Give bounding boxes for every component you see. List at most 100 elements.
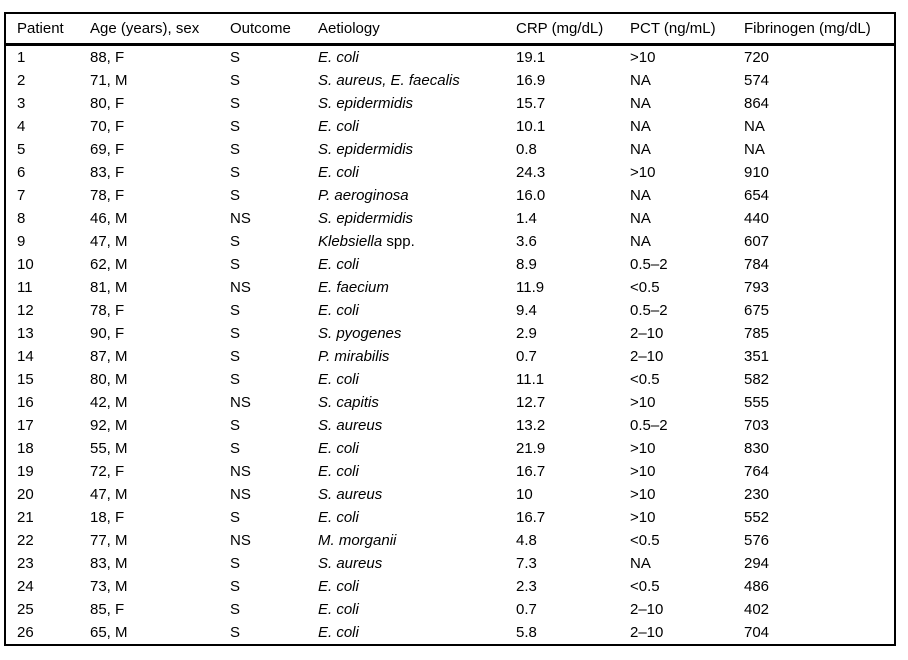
- cell-outcome: NS: [230, 486, 251, 503]
- cell-crp: 11.1: [516, 371, 545, 388]
- cell-patient: 22: [17, 532, 34, 549]
- cell-outcome: NS: [230, 394, 251, 411]
- cell-aetiology: E. coli: [318, 598, 516, 621]
- cell-pct: 2–10: [630, 325, 664, 342]
- cell-fibrinogen: 230: [744, 486, 770, 503]
- cell-age_sex: 83, M: [90, 555, 128, 572]
- aetiology-species-name: E. coli: [318, 302, 359, 319]
- cell-crp: 10: [516, 486, 533, 503]
- cell-aetiology: S. aureus, E. faecalis: [318, 69, 516, 92]
- cell-outcome: S: [230, 440, 241, 457]
- aetiology-species-name: S. epidermidis: [318, 95, 414, 112]
- cell-fibrinogen: 793: [744, 279, 770, 296]
- cell-crp: 10.1: [516, 118, 546, 135]
- cell-outcome: S: [230, 256, 241, 273]
- cell-age_sex: 69, F: [90, 141, 125, 158]
- cell-fibrinogen: 552: [744, 509, 770, 526]
- table-row: 1 88, F S E. coli 19.1 >10 720: [6, 45, 894, 70]
- aetiology-species-name: E. coli: [318, 256, 359, 273]
- cell-patient: 13: [17, 325, 34, 342]
- table-row: 7 78, F S P. aeroginosa 16.0 NA 654: [6, 184, 894, 207]
- cell-age_sex: 80, F: [90, 95, 125, 112]
- cell-aetiology: E. coli: [318, 253, 516, 276]
- cell-fibrinogen: 864: [744, 95, 770, 112]
- cell-aetiology: P. mirabilis: [318, 345, 516, 368]
- cell-patient: 11: [17, 279, 33, 296]
- cell-patient: 5: [17, 141, 26, 158]
- cell-crp: 0.7: [516, 348, 537, 365]
- cell-aetiology: E. faecium: [318, 276, 516, 299]
- cell-pct: NA: [630, 210, 651, 227]
- cell-pct: NA: [630, 187, 651, 204]
- aetiology-species-name: E. coli: [318, 624, 359, 641]
- cell-patient: 8: [17, 210, 26, 227]
- cell-age_sex: 88, F: [90, 49, 125, 66]
- column-header-crp: CRP (mg/dL): [516, 14, 630, 46]
- cell-aetiology: S. aureus: [318, 552, 516, 575]
- cell-pct: NA: [630, 95, 651, 112]
- column-header-age_sex: Age (years), sex: [90, 14, 230, 46]
- cell-pct: >10: [630, 49, 656, 66]
- cell-aetiology: E. coli: [318, 460, 516, 483]
- cell-patient: 16: [17, 394, 34, 411]
- cell-fibrinogen: 576: [744, 532, 770, 549]
- cell-pct: <0.5: [630, 578, 660, 595]
- cell-fibrinogen: 784: [744, 256, 770, 273]
- cell-age_sex: 83, F: [90, 164, 125, 181]
- aetiology-species-name: P. aeroginosa: [318, 187, 409, 204]
- table-header-row: Patient Age (years), sex Outcome Aetiology C…: [6, 14, 894, 46]
- cell-crp: 2.3: [516, 578, 537, 595]
- cell-age_sex: 42, M: [90, 394, 128, 411]
- cell-fibrinogen: 440: [744, 210, 770, 227]
- cell-patient: 21: [17, 509, 34, 526]
- cell-pct: >10: [630, 394, 656, 411]
- cell-pct: >10: [630, 440, 656, 457]
- cell-patient: 23: [17, 555, 34, 572]
- cell-aetiology: E. coli: [318, 506, 516, 529]
- cell-age_sex: 92, M: [90, 417, 128, 434]
- cell-fibrinogen: 351: [744, 348, 770, 365]
- cell-patient: 1: [17, 49, 26, 66]
- cell-outcome: S: [230, 509, 241, 526]
- cell-pct: 2–10: [630, 624, 664, 641]
- cell-crp: 24.3: [516, 164, 546, 181]
- cell-aetiology: S. aureus: [318, 483, 516, 506]
- aetiology-species-name: P. mirabilis: [318, 348, 390, 365]
- cell-fibrinogen: 785: [744, 325, 770, 342]
- cell-aetiology: S. pyogenes: [318, 322, 516, 345]
- cell-outcome: S: [230, 187, 241, 204]
- cell-pct: >10: [630, 164, 656, 181]
- table-body: 1 88, F S E. coli 19.1 >10 720 2 71, M S S. aureus…: [6, 45, 894, 645]
- table-row: 20 47, M NS S. aureus 10 >10 230: [6, 483, 894, 506]
- aetiology-species-name: E. faecium: [318, 279, 389, 296]
- table-row: 18 55, M S E. coli 21.9 >10 830: [6, 437, 894, 460]
- cell-outcome: NS: [230, 279, 251, 296]
- aetiology-species-name: Klebsiella: [318, 233, 383, 250]
- cell-crp: 16.7: [516, 463, 546, 480]
- cell-patient: 14: [17, 348, 34, 365]
- table-row: 9 47, M S Klebsiella spp. 3.6 NA 607: [6, 230, 894, 253]
- table-row: 22 77, M NS M. morganii 4.8 <0.5 576: [6, 529, 894, 552]
- aetiology-species-name: S. aureus, E. faecalis: [318, 72, 460, 89]
- cell-patient: 7: [17, 187, 26, 204]
- cell-fibrinogen: 654: [744, 187, 770, 204]
- cell-patient: 25: [17, 601, 34, 618]
- cell-age_sex: 72, F: [90, 463, 125, 480]
- table-row: 19 72, F NS E. coli 16.7 >10 764: [6, 460, 894, 483]
- cell-patient: 19: [17, 463, 34, 480]
- cell-patient: 9: [17, 233, 26, 250]
- cell-age_sex: 78, F: [90, 187, 125, 204]
- aetiology-species-name: E. coli: [318, 118, 359, 135]
- table-row: 6 83, F S E. coli 24.3 >10 910: [6, 161, 894, 184]
- cell-pct: <0.5: [630, 371, 660, 388]
- cell-crp: 2.9: [516, 325, 537, 342]
- cell-crp: 16.9: [516, 72, 546, 89]
- cell-crp: 16.7: [516, 509, 546, 526]
- table-row: 24 73, M S E. coli 2.3 <0.5 486: [6, 575, 894, 598]
- cell-age_sex: 18, F: [90, 509, 125, 526]
- cell-fibrinogen: 830: [744, 440, 770, 457]
- cell-crp: 0.8: [516, 141, 537, 158]
- cell-fibrinogen: 703: [744, 417, 770, 434]
- cell-outcome: S: [230, 141, 241, 158]
- table-row: 17 92, M S S. aureus 13.2 0.5–2 703: [6, 414, 894, 437]
